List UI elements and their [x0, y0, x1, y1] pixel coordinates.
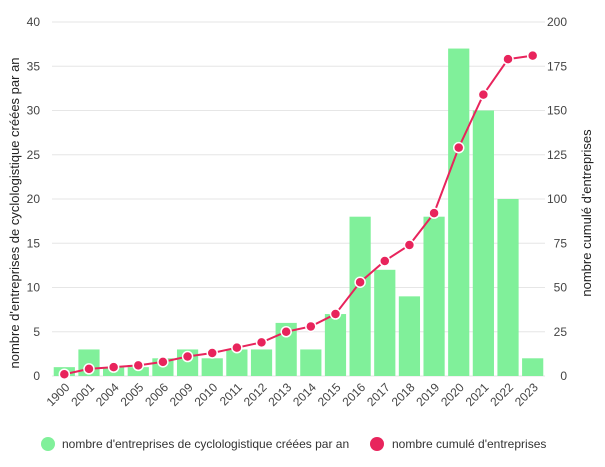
line-point [206, 347, 218, 359]
y2-tick-label: 0 [560, 369, 567, 383]
bar [448, 48, 470, 377]
line-point [305, 320, 317, 333]
x-tick-label: 2018 [389, 380, 418, 409]
y2-tick-label: 125 [547, 148, 567, 162]
x-tick-label: 2015 [315, 380, 344, 409]
x-tick-label: 2014 [290, 380, 319, 409]
bar [275, 322, 297, 376]
line-point [231, 341, 243, 354]
gridlines [52, 21, 545, 377]
x-tick-label: 2022 [487, 380, 516, 409]
x-tick-label: 2020 [438, 380, 467, 409]
line-point [526, 49, 539, 62]
y2-tick-label: 75 [554, 236, 568, 250]
x-tick-label: 2004 [93, 380, 122, 409]
x-tick-label: 2021 [463, 380, 492, 409]
line-point [379, 255, 391, 267]
y-tick-label: 35 [27, 59, 41, 73]
y2-tick-label: 100 [547, 192, 567, 206]
bar [349, 216, 371, 376]
line-point [255, 336, 268, 349]
y2-tick-label: 50 [554, 281, 568, 295]
y-axis-title: nombre d'entreprises de cyclologistique … [7, 57, 22, 368]
line-point [354, 276, 366, 288]
x-tick-label: 2001 [68, 380, 97, 409]
y-tick-label: 5 [33, 325, 40, 339]
line-point [157, 356, 169, 368]
y-tick-label: 15 [27, 236, 41, 250]
x-tick-label: 2012 [241, 380, 270, 409]
bar [226, 349, 248, 376]
y2-axis-title: nombre cumulé d'entreprises [579, 129, 594, 297]
line-series [58, 49, 539, 380]
x-tick-label: 2006 [142, 380, 171, 409]
line-point [452, 141, 465, 154]
bar [497, 199, 519, 376]
line-point [428, 207, 440, 219]
line-point [58, 368, 71, 380]
legend-label-line: nombre cumulé d'entreprises [392, 437, 546, 451]
x-tick-label: 2005 [118, 380, 147, 409]
bar [374, 269, 396, 376]
y2-tick-label: 150 [547, 104, 567, 118]
line-point [280, 326, 292, 338]
x-tick-label: 1900 [44, 380, 73, 409]
x-tick-label: 2023 [512, 380, 541, 409]
line-point [181, 350, 194, 363]
x-tick-label: 2016 [339, 380, 368, 409]
x-tick-label: 2019 [413, 380, 442, 409]
y-tick-label: 20 [27, 192, 41, 206]
line-point [403, 239, 416, 251]
y-tick-label: 0 [33, 369, 40, 383]
bar [324, 314, 347, 376]
bar [472, 110, 494, 376]
legend-swatch-line [370, 437, 384, 451]
y-tick-label: 10 [27, 281, 41, 295]
bar [423, 216, 445, 376]
bar [127, 367, 149, 376]
legend-swatch-bars [41, 437, 55, 451]
x-tick-label: 2017 [364, 380, 393, 409]
x-tick-label: 2009 [167, 380, 196, 409]
x-tick-label: 2013 [266, 380, 295, 409]
line-point [502, 53, 514, 65]
bar [522, 358, 544, 376]
bar [300, 349, 322, 376]
bar [250, 349, 273, 376]
legend-label-bars: nombre d'entreprises de cyclologistique … [62, 437, 349, 451]
line-point [83, 363, 95, 375]
y2-tick-label: 25 [554, 325, 568, 339]
y-tick-label: 40 [27, 15, 41, 29]
line-point [329, 308, 342, 320]
line-point [477, 88, 490, 101]
legend: nombre d'entreprises de cyclologistique … [41, 437, 546, 451]
line-point [132, 359, 145, 372]
x-tick-label: 2010 [192, 380, 221, 409]
bar [201, 358, 223, 376]
bar-series [53, 48, 544, 377]
y2-tick-label: 175 [547, 59, 567, 73]
y2-tick-label: 200 [547, 15, 567, 29]
x-tick-label: 2011 [217, 380, 245, 408]
y-tick-label: 30 [27, 104, 41, 118]
line-point [107, 361, 120, 373]
bar [398, 296, 421, 376]
y-tick-label: 25 [27, 148, 41, 162]
